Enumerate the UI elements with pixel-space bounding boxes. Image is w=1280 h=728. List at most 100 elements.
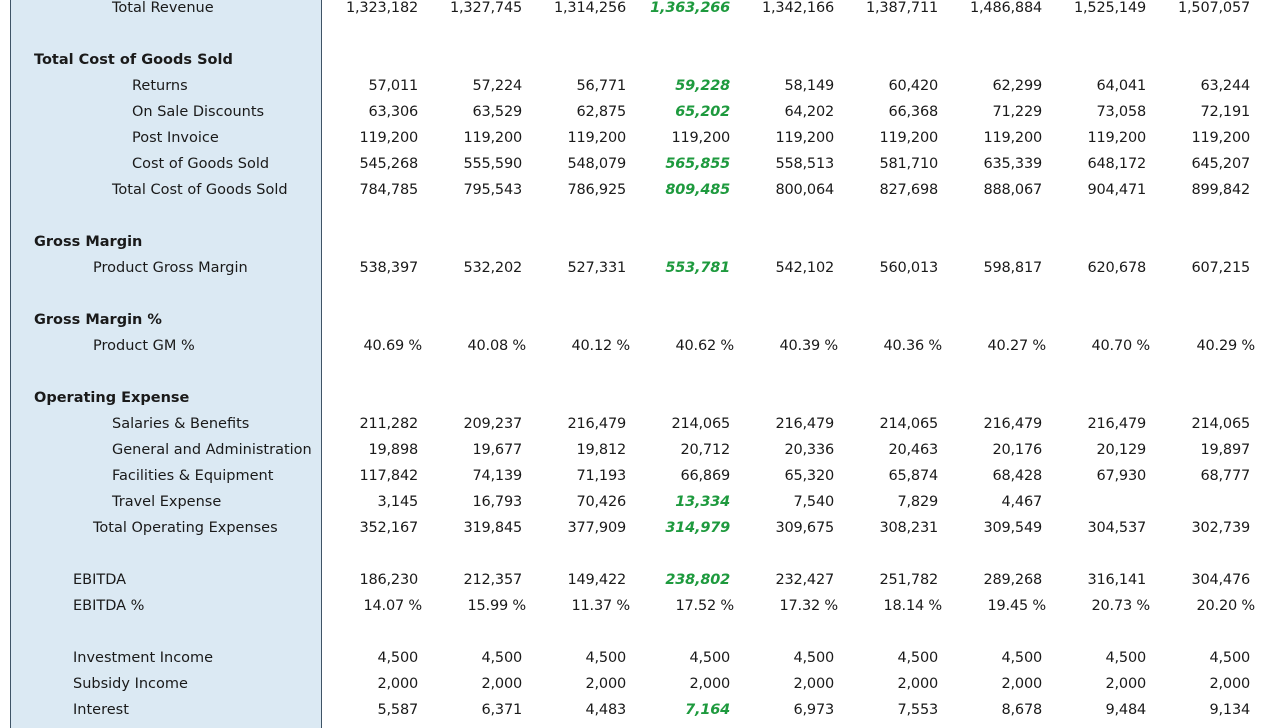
- table-cell[interactable]: 560,013: [879, 260, 938, 276]
- table-cell[interactable]: 66,869: [680, 468, 730, 484]
- table-cell[interactable]: 888,067: [983, 182, 1042, 198]
- table-cell[interactable]: 1,363,266: [650, 0, 730, 16]
- table-cell[interactable]: 302,739: [1191, 520, 1250, 536]
- table-cell[interactable]: 304,537: [1087, 520, 1146, 536]
- table-cell[interactable]: 1,314,256: [554, 0, 626, 16]
- table-cell[interactable]: 795,543: [463, 182, 522, 198]
- table-cell[interactable]: 2,000: [377, 676, 418, 692]
- table-cell[interactable]: 7,553: [897, 702, 938, 718]
- table-cell[interactable]: 40.39 %: [779, 338, 839, 354]
- table-cell[interactable]: 214,065: [1191, 416, 1250, 432]
- table-cell[interactable]: 20.20 %: [1196, 598, 1256, 614]
- table-cell[interactable]: 784,785: [359, 182, 418, 198]
- table-cell[interactable]: 60,420: [888, 78, 938, 94]
- table-cell[interactable]: 40.12 %: [571, 338, 631, 354]
- table-cell[interactable]: 5,587: [377, 702, 418, 718]
- table-cell[interactable]: 2,000: [1001, 676, 1042, 692]
- table-cell[interactable]: 548,079: [567, 156, 626, 172]
- table-cell[interactable]: 19.45 %: [987, 598, 1047, 614]
- table-cell[interactable]: 186,230: [359, 572, 418, 588]
- table-cell[interactable]: 9,484: [1105, 702, 1146, 718]
- table-cell[interactable]: 555,590: [463, 156, 522, 172]
- table-cell[interactable]: 786,925: [567, 182, 626, 198]
- table-cell[interactable]: 2,000: [1209, 676, 1250, 692]
- table-cell[interactable]: 216,479: [775, 416, 834, 432]
- table-cell[interactable]: 6,973: [793, 702, 834, 718]
- table-cell[interactable]: 63,529: [472, 104, 522, 120]
- table-cell[interactable]: 827,698: [879, 182, 938, 198]
- table-cell[interactable]: 57,011: [368, 78, 418, 94]
- table-cell[interactable]: 16,793: [472, 494, 522, 510]
- table-cell[interactable]: 40.70 %: [1091, 338, 1151, 354]
- table-cell[interactable]: 309,675: [775, 520, 834, 536]
- table-cell[interactable]: 119,200: [567, 130, 626, 146]
- table-cell[interactable]: 251,782: [879, 572, 938, 588]
- table-cell[interactable]: 8,678: [1001, 702, 1042, 718]
- table-cell[interactable]: 9,134: [1209, 702, 1250, 718]
- table-cell[interactable]: 63,306: [368, 104, 418, 120]
- table-cell[interactable]: 2,000: [1105, 676, 1146, 692]
- table-cell[interactable]: 58,149: [784, 78, 834, 94]
- table-cell[interactable]: 2,000: [481, 676, 522, 692]
- table-cell[interactable]: 68,777: [1200, 468, 1250, 484]
- table-cell[interactable]: 532,202: [463, 260, 522, 276]
- table-cell[interactable]: 289,268: [983, 572, 1042, 588]
- table-cell[interactable]: 1,486,884: [970, 0, 1042, 16]
- table-cell[interactable]: 1,323,182: [346, 0, 418, 16]
- table-cell[interactable]: 211,282: [359, 416, 418, 432]
- table-cell[interactable]: 216,479: [983, 416, 1042, 432]
- table-cell[interactable]: 4,500: [689, 650, 730, 666]
- table-cell[interactable]: 149,422: [567, 572, 626, 588]
- table-cell[interactable]: 212,357: [463, 572, 522, 588]
- table-cell[interactable]: 1,525,149: [1074, 0, 1146, 16]
- table-cell[interactable]: 64,041: [1096, 78, 1146, 94]
- table-cell[interactable]: 20,463: [888, 442, 938, 458]
- table-cell[interactable]: 20,176: [992, 442, 1042, 458]
- table-cell[interactable]: 527,331: [567, 260, 626, 276]
- table-cell[interactable]: 904,471: [1087, 182, 1146, 198]
- table-cell[interactable]: 4,467: [1001, 494, 1042, 510]
- table-cell[interactable]: 620,678: [1087, 260, 1146, 276]
- table-cell[interactable]: 74,139: [472, 468, 522, 484]
- table-cell[interactable]: 214,065: [671, 416, 730, 432]
- table-cell[interactable]: 71,193: [576, 468, 626, 484]
- table-cell[interactable]: 4,500: [1105, 650, 1146, 666]
- table-cell[interactable]: 309,549: [983, 520, 1042, 536]
- table-cell[interactable]: 57,224: [472, 78, 522, 94]
- table-cell[interactable]: 40.29 %: [1196, 338, 1256, 354]
- table-cell[interactable]: 119,200: [463, 130, 522, 146]
- table-cell[interactable]: 4,500: [793, 650, 834, 666]
- table-cell[interactable]: 19,812: [576, 442, 626, 458]
- table-cell[interactable]: 119,200: [1087, 130, 1146, 146]
- table-cell[interactable]: 2,000: [689, 676, 730, 692]
- table-cell[interactable]: 72,191: [1200, 104, 1250, 120]
- table-cell[interactable]: 7,540: [793, 494, 834, 510]
- table-cell[interactable]: 4,500: [481, 650, 522, 666]
- table-cell[interactable]: 63,244: [1200, 78, 1250, 94]
- table-cell[interactable]: 581,710: [879, 156, 938, 172]
- table-cell[interactable]: 19,677: [472, 442, 522, 458]
- table-cell[interactable]: 238,802: [665, 572, 730, 588]
- table-cell[interactable]: 3,145: [377, 494, 418, 510]
- table-cell[interactable]: 542,102: [775, 260, 834, 276]
- table-cell[interactable]: 1,387,711: [866, 0, 938, 16]
- table-cell[interactable]: 319,845: [463, 520, 522, 536]
- table-cell[interactable]: 1,327,745: [450, 0, 522, 16]
- table-cell[interactable]: 553,781: [665, 260, 730, 276]
- table-cell[interactable]: 1,342,166: [762, 0, 834, 16]
- table-cell[interactable]: 304,476: [1191, 572, 1250, 588]
- table-cell[interactable]: 40.36 %: [883, 338, 943, 354]
- table-cell[interactable]: 19,897: [1200, 442, 1250, 458]
- table-cell[interactable]: 17.32 %: [779, 598, 839, 614]
- table-cell[interactable]: 66,368: [888, 104, 938, 120]
- table-cell[interactable]: 7,829: [897, 494, 938, 510]
- table-cell[interactable]: 645,207: [1191, 156, 1250, 172]
- table-cell[interactable]: 40.08 %: [467, 338, 527, 354]
- table-cell[interactable]: [1140, 489, 1250, 515]
- table-cell[interactable]: [1036, 489, 1146, 515]
- table-cell[interactable]: 65,874: [888, 468, 938, 484]
- table-cell[interactable]: 70,426: [576, 494, 626, 510]
- table-cell[interactable]: 2,000: [585, 676, 626, 692]
- table-cell[interactable]: 4,500: [1001, 650, 1042, 666]
- table-cell[interactable]: 117,842: [359, 468, 418, 484]
